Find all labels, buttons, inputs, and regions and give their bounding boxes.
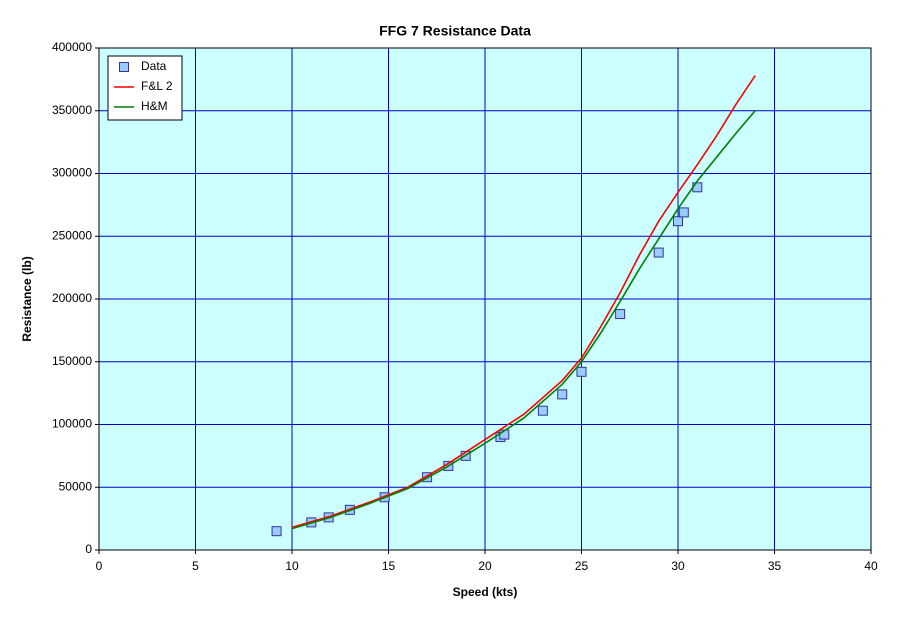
y-tick-label: 350000 [52, 103, 92, 117]
data-point [678, 207, 689, 218]
y-tick-label: 200000 [52, 291, 92, 305]
x-tick-label: 25 [575, 559, 589, 573]
legend-label: F&L 2 [141, 79, 173, 93]
x-tick-label: 5 [192, 559, 199, 573]
x-axis-label: Speed (kts) [453, 585, 518, 599]
chart-title: FFG 7 Resistance Data [379, 23, 531, 39]
y-tick-label: 100000 [52, 417, 92, 431]
x-tick-label: 20 [478, 559, 492, 573]
legend-label: Data [141, 59, 167, 73]
y-tick-label: 150000 [52, 354, 92, 368]
x-tick-label: 40 [864, 559, 878, 573]
legend-label: H&M [141, 99, 168, 113]
x-tick-label: 10 [285, 559, 299, 573]
y-tick-label: 50000 [59, 479, 93, 493]
data-point [557, 389, 568, 400]
data-point [673, 216, 683, 227]
series-line [291, 110, 756, 530]
y-tick-label: 250000 [52, 228, 92, 242]
y-axis-label: Resistance (lb) [20, 256, 34, 341]
data-point [653, 247, 664, 258]
y-tick-label: 300000 [52, 166, 92, 180]
series-line [291, 75, 756, 529]
x-tick-label: 35 [768, 559, 782, 573]
x-tick-label: 15 [382, 559, 396, 573]
data-point [615, 309, 626, 320]
legend-swatch [119, 62, 129, 72]
x-tick-label: 0 [96, 559, 103, 573]
x-tick-label: 30 [671, 559, 685, 573]
data-point [537, 405, 548, 416]
y-tick-label: 400000 [52, 40, 92, 54]
plot-border [98, 47, 872, 551]
data-point [576, 366, 587, 377]
data-point [271, 526, 282, 537]
y-tick-label: 0 [85, 542, 92, 556]
